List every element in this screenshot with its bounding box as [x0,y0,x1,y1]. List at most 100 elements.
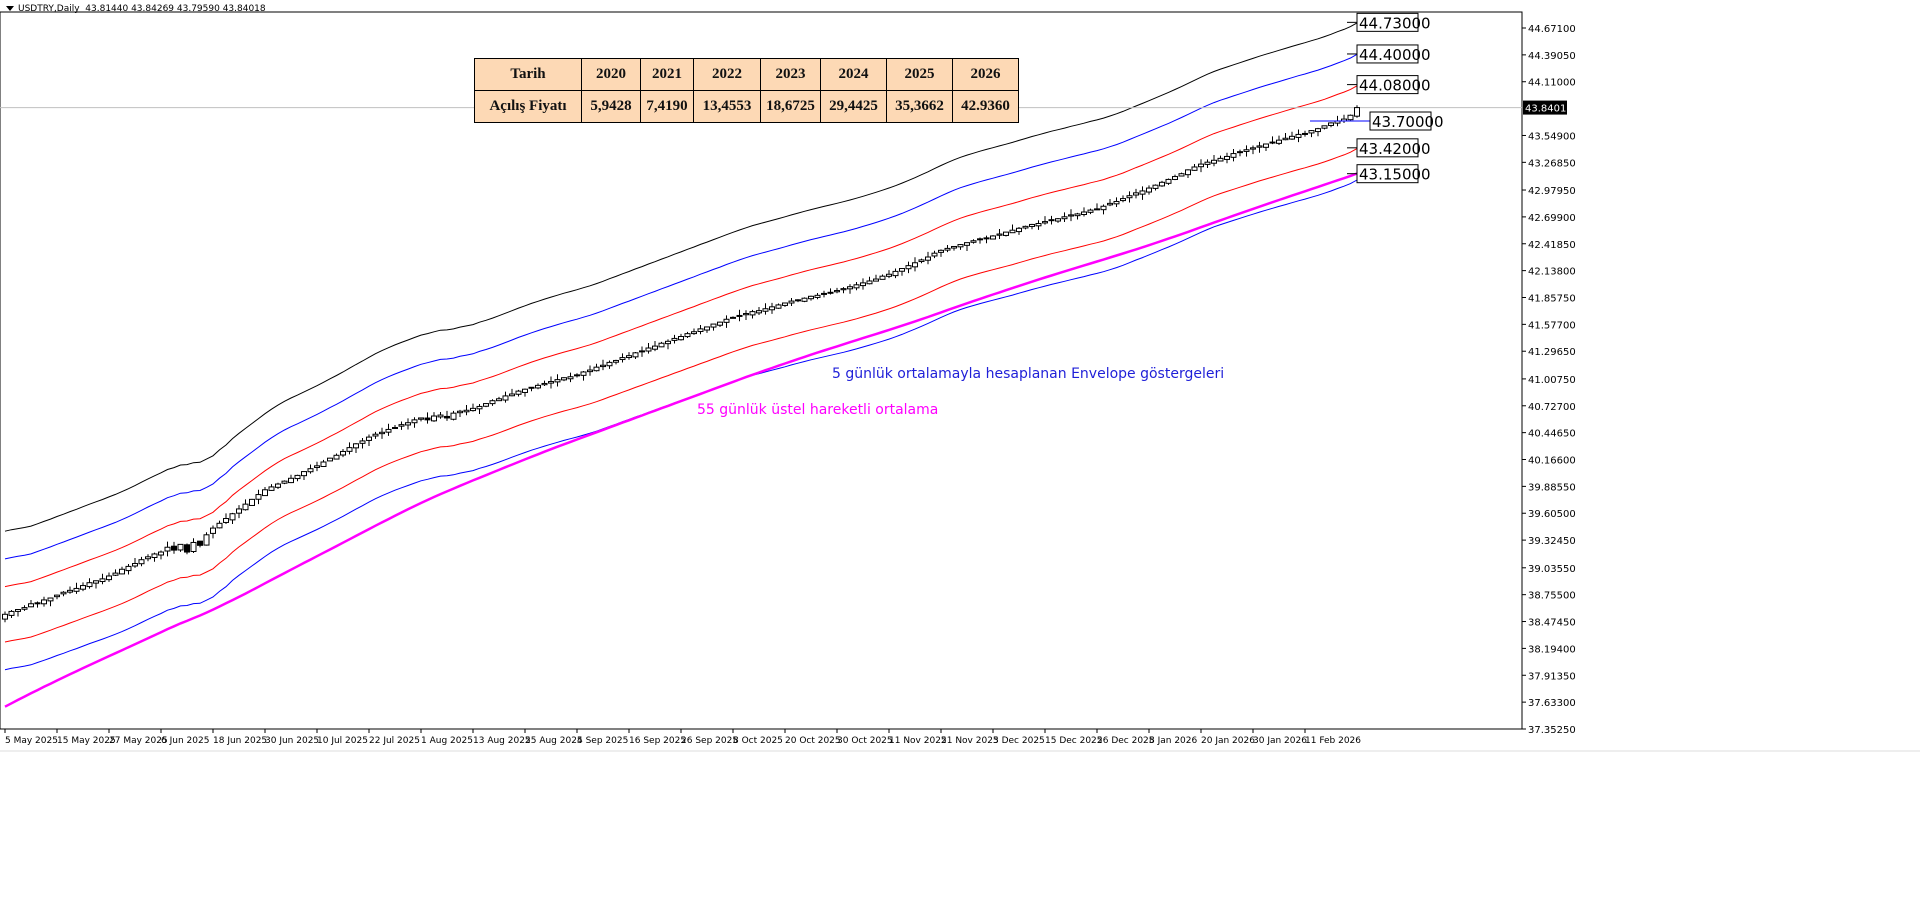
candle [645,343,652,354]
candle [1172,174,1178,181]
candle [801,297,808,303]
candle-body [710,323,717,328]
candle-body [1198,163,1204,168]
candle-body [1224,155,1230,160]
candle [1035,220,1042,230]
candle-body [216,522,223,529]
candle-body [327,457,333,462]
candle [418,417,424,422]
candle [905,261,912,274]
envelope-line [4,148,1358,643]
candle [1185,169,1191,179]
candle [606,360,613,369]
candle [1237,149,1243,157]
x-tick-label: 20 Jan 2026 [1201,736,1255,746]
price-cell: 5,9428 [581,90,641,123]
candle-body [1178,173,1185,177]
candle [47,597,54,607]
candle-body [944,247,951,251]
x-tick-label: 22 Jul 2025 [369,736,420,746]
candle-body [34,602,41,605]
candle [749,309,756,319]
candle [210,525,216,539]
candle [450,410,457,421]
candle [944,245,951,253]
candle-body [665,340,671,345]
candle [8,610,15,618]
candle [1009,224,1016,234]
x-tick-label: 5 May 2025 [5,736,58,746]
year-cell: 2023 [760,58,821,91]
candle-body [476,405,483,410]
candle-body [190,541,197,553]
candle-body [736,314,743,317]
candle [359,438,366,449]
year-cell: 2022 [693,58,761,91]
dropdown-triangle-icon[interactable] [6,6,14,11]
candle-body [1081,211,1087,216]
candle-body [424,417,431,421]
candle-body [99,578,106,583]
candle [1230,149,1237,162]
candle-body [450,412,457,420]
candle-body [860,282,866,287]
candle-body [1256,145,1263,148]
candle-body [1315,128,1321,133]
candle [1159,180,1165,187]
candle [1269,136,1276,145]
candle-body [632,352,639,358]
candle-body [899,268,905,272]
candle [405,418,411,430]
price-label: 43.42000 [1359,140,1431,158]
candle [762,303,769,315]
candle-body [1068,214,1074,217]
candle [132,558,138,568]
candle [1126,191,1133,203]
candle [2,611,8,623]
candle-body [522,388,528,393]
x-tick-label: 18 Jun 2025 [213,736,267,746]
price-label-box [1356,12,1419,32]
candle [21,605,28,611]
candle-body [379,431,385,435]
candle-body [444,415,450,419]
candle [671,334,678,344]
candle-body [762,308,769,312]
candle-body [164,546,171,552]
candle [957,244,964,250]
candle [717,321,723,327]
candle [1016,226,1022,235]
price-label: 43.15000 [1359,166,1431,184]
candle [886,270,892,279]
y-tick-label: 42.13800 [1528,267,1576,278]
candle [249,498,255,506]
x-tick-label: 1 Aug 2025 [421,736,473,746]
candle-body [619,357,626,361]
candle-body [496,398,502,402]
candle [866,276,873,285]
candle [970,239,977,244]
candle [28,599,34,608]
candle-body [1022,225,1029,229]
candle-body [866,280,873,285]
candle-body [990,235,996,240]
candle-body [1139,190,1146,195]
y-tick-label: 41.29650 [1528,347,1576,358]
candle [1191,164,1198,171]
candle-body [242,503,249,511]
candle [1003,231,1009,237]
current-price-label: 43.84018 [1525,104,1573,115]
candle-body [470,407,476,412]
candle [587,365,593,376]
candle-body [678,336,684,341]
candle-body [353,443,359,449]
candle [288,474,294,484]
candle-body [1048,219,1055,222]
candle [808,295,814,301]
y-tick-label: 39.03550 [1528,564,1576,575]
candle [788,298,795,307]
candle-body [112,572,119,576]
candle [340,448,346,458]
candle [463,405,470,416]
